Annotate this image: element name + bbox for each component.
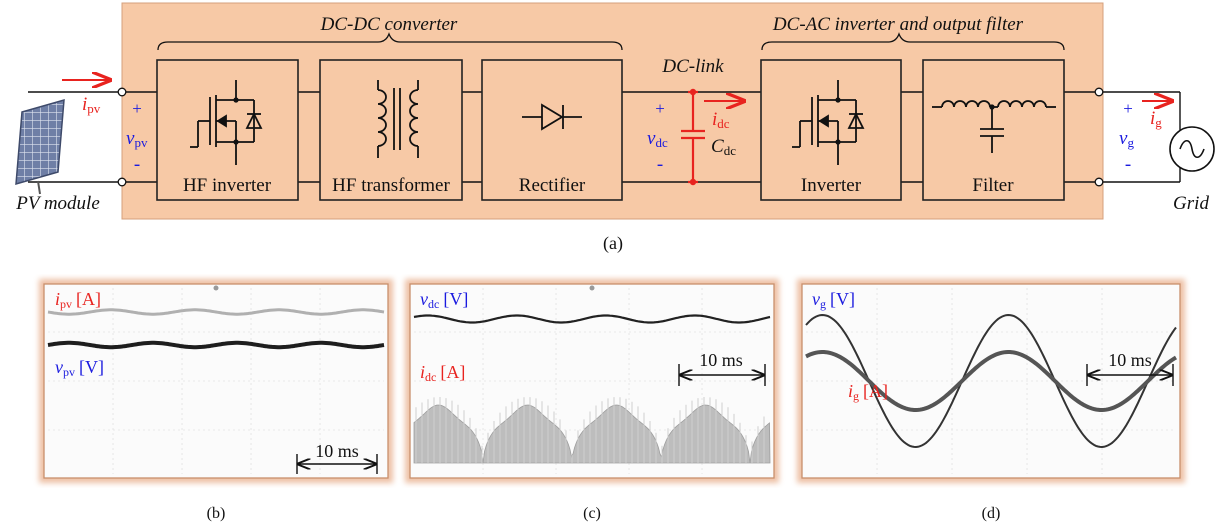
grid-lines [48, 288, 384, 474]
trace-ipv [47, 308, 385, 316]
caption-a: (a) [603, 233, 623, 254]
vg-scope-label: vg [V] [812, 289, 855, 311]
lc-filter-icon [932, 100, 1056, 153]
ig-scope-label: ig [A] [848, 381, 888, 403]
transformer-icon [377, 80, 419, 158]
vg-plus: + [1123, 99, 1133, 118]
ipv-scope-label: ipv [A] [55, 289, 101, 311]
terminal-pv-bottom [117, 177, 127, 187]
vdc-minus: - [657, 154, 663, 175]
vdc-plus: + [655, 99, 665, 118]
idc-scope-label: idc [A] [420, 362, 465, 384]
vpv-scope-label: vpv [V] [55, 357, 104, 379]
time-scale-label: 10 ms [315, 441, 359, 461]
ac-source-icon [1169, 126, 1215, 172]
block-hf-transformer: HF transformer [319, 59, 463, 201]
brace-dcac [761, 32, 1065, 51]
mosfet-icon [792, 80, 865, 165]
bus-lines [28, 91, 1181, 183]
scope-panel-d: vg [V] ig [A] 10 ms (d) [797, 279, 1185, 522]
time-scale-label: 10 ms [1108, 350, 1152, 370]
caption-d: (d) [982, 505, 1001, 522]
vdc-scope-label: vdc [V] [420, 289, 468, 311]
block-filter: Filter [922, 59, 1065, 201]
dc-link-label: DC-link [661, 56, 724, 77]
trace-vdc [413, 314, 771, 324]
hf-inverter-label: HF inverter [183, 175, 272, 196]
filter-label: Filter [972, 175, 1014, 196]
grid-label: Grid [1173, 193, 1209, 214]
vpv-minus: - [134, 154, 140, 175]
trace-vpv [47, 340, 385, 350]
rectifier-label: Rectifier [519, 175, 586, 196]
terminal-grid-bottom [1094, 177, 1104, 187]
pv-panel-icon [15, 98, 65, 195]
hf-transformer-label: HF transformer [332, 175, 450, 196]
inverter-label: Inverter [801, 175, 862, 196]
section-dcdc-label: DC-DC converter [320, 14, 458, 35]
terminal-grid-top [1094, 87, 1104, 97]
vg-label: vg [1119, 128, 1134, 150]
ipv-label: ipv [82, 94, 101, 116]
trace-idc-ripple [415, 397, 765, 463]
section-dcac-label: DC-AC inverter and output filter [772, 14, 1024, 35]
block-hf-inverter: HF inverter [156, 59, 299, 201]
caption-b: (b) [207, 505, 226, 522]
block-inverter: Inverter [760, 59, 902, 201]
pv-module-label: PV module [15, 193, 100, 214]
scope-panel-b: ipv [A] vpv [V] 10 ms (b) [39, 279, 393, 522]
trace-ig [805, 350, 1178, 412]
diode-icon [522, 103, 582, 131]
dc-link-capacitor-icon [681, 90, 705, 184]
cdc-label: Cdc [711, 136, 736, 158]
brace-dcdc [157, 32, 623, 51]
vdc-label: vdc [647, 128, 668, 150]
terminals [117, 87, 1104, 187]
idc-label: idc [712, 109, 730, 131]
time-scale-label: 10 ms [699, 350, 743, 370]
vg-minus: - [1125, 154, 1131, 175]
vpv-label: vpv [126, 128, 148, 150]
mosfet-icon [190, 80, 263, 165]
caption-c: (c) [583, 505, 601, 522]
vpv-plus: + [132, 99, 142, 118]
trace-idc [413, 404, 771, 464]
ig-label: ig [1150, 108, 1162, 130]
scope-panel-c: vdc [V] idc [A] 10 ms (c) [405, 279, 779, 522]
terminal-pv-top [117, 87, 127, 97]
block-rectifier: Rectifier [481, 59, 623, 201]
block-diagram: DC-DC converter DC-AC inverter and outpu… [15, 2, 1215, 254]
